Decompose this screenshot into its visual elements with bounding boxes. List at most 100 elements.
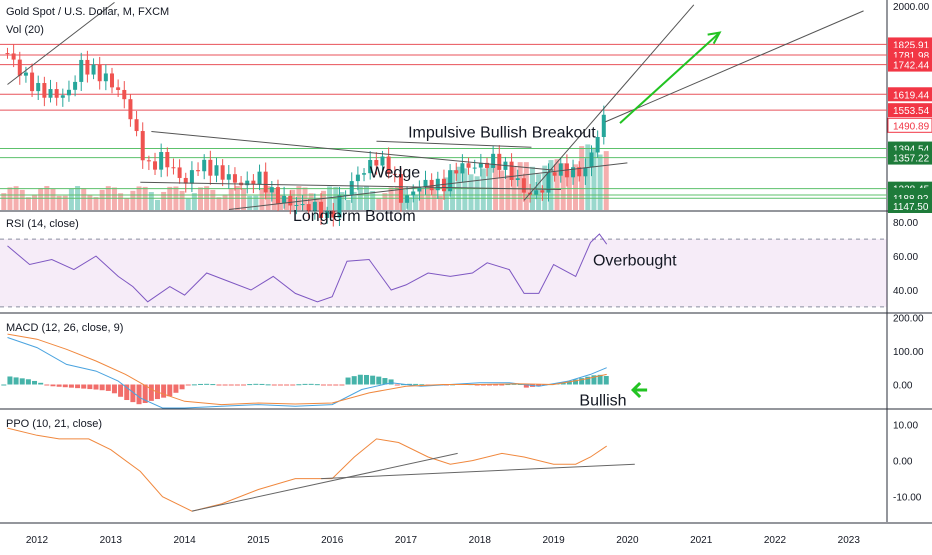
macd-histogram-bar: [585, 376, 591, 385]
volume-bar: [277, 194, 283, 210]
macd-histogram-bar: [185, 384, 191, 386]
candle-body: [466, 163, 471, 168]
candle-body: [232, 174, 237, 183]
volume-bar: [339, 192, 345, 210]
rsi-band: [0, 239, 887, 307]
volume-bar: [480, 168, 486, 210]
volume-bar: [161, 191, 167, 210]
macd-histogram-bar: [93, 384, 99, 390]
candle-body: [571, 167, 576, 178]
macd-histogram-bar: [87, 384, 93, 390]
volume-bar: [241, 188, 247, 210]
candle-body: [435, 178, 440, 191]
trendline-early-upper: [7, 2, 115, 85]
volume-bar: [93, 197, 99, 210]
volume-bar: [284, 197, 290, 210]
volume-bar: [554, 159, 560, 210]
volume-bar: [118, 193, 124, 210]
macd-histogram-bar: [62, 384, 68, 388]
candle-body: [595, 136, 600, 153]
volume-bar: [314, 198, 320, 210]
macd-panel-label: MACD (12, 26, close, 9): [6, 322, 123, 334]
candle-body: [189, 170, 194, 184]
channel-steep-line: [523, 4, 695, 201]
price-label-box-1: [888, 37, 932, 52]
candle-body: [472, 167, 477, 169]
volume-bar: [62, 195, 68, 210]
macd-histogram-bar: [339, 384, 345, 386]
candle-body: [42, 83, 47, 98]
annotation-1: Wedge: [370, 164, 421, 181]
macd-histogram-bar: [118, 384, 124, 397]
candle-body: [251, 180, 256, 185]
candle-body: [484, 162, 489, 168]
wedge-lower-inner-line: [140, 181, 561, 190]
macd-histogram-bar: [591, 375, 597, 385]
rsi-tick-2: 40.00: [893, 286, 918, 297]
price-tick-6: 1490.89: [893, 121, 930, 132]
macd-histogram-bar: [111, 384, 117, 394]
macd-histogram-bar: [333, 384, 339, 386]
candle-body: [116, 87, 121, 90]
volume-bar: [382, 193, 388, 210]
x-tick-1: 2013: [100, 535, 123, 546]
candle-body: [312, 201, 317, 211]
macd-histogram-bar: [290, 384, 296, 386]
volume-bar: [1, 193, 7, 210]
candle-body: [91, 64, 96, 75]
volume-bar: [130, 190, 136, 210]
candle-body: [540, 190, 545, 193]
annotation-2: Longterm Bottom: [293, 208, 416, 225]
macd-histogram-bar: [228, 384, 234, 386]
macd-histogram-bar: [407, 383, 413, 385]
macd-histogram-bar: [7, 376, 13, 385]
volume-bar: [536, 174, 542, 210]
candle-body: [48, 89, 53, 98]
candle-body: [374, 159, 379, 166]
macd-histogram-bar: [247, 384, 253, 386]
ppo-panel-label: PPO (10, 21, close): [6, 418, 102, 430]
macd-histogram-bar: [210, 384, 216, 386]
macd-histogram-bar: [253, 383, 259, 385]
macd-histogram-bar: [136, 384, 142, 405]
volume-bar: [517, 162, 523, 210]
volume-bar: [542, 165, 548, 210]
macd-histogram-bar: [241, 384, 247, 386]
volume-bar: [210, 189, 216, 210]
ppo-line: [7, 427, 607, 512]
volume-bar: [320, 190, 326, 210]
volume-bar: [400, 189, 406, 210]
x-tick-7: 2019: [542, 535, 565, 546]
macd-histogram-bar: [296, 384, 302, 386]
candle-body: [257, 171, 262, 185]
macd-histogram-bar: [284, 384, 290, 386]
volume-bar: [81, 188, 87, 210]
candle-body: [17, 59, 22, 76]
candle-body: [165, 152, 170, 168]
candle-body: [23, 72, 28, 76]
volume-bar: [271, 188, 277, 210]
macd-histogram-bar: [327, 384, 333, 386]
x-tick-11: 2023: [838, 535, 861, 546]
volume-bar: [388, 187, 394, 210]
macd-histogram-bar: [351, 376, 357, 385]
volume-bar: [228, 188, 234, 210]
volume-bar: [32, 194, 38, 210]
volume-bar: [222, 194, 228, 210]
candle-body: [134, 119, 139, 132]
macd-histogram-bar: [265, 384, 271, 386]
macd-histogram-bar: [376, 376, 382, 385]
candle-body: [509, 161, 514, 181]
volume-bar: [99, 189, 105, 210]
macd-histogram-bar: [277, 384, 283, 386]
candle-body: [423, 179, 428, 187]
price-panel-label: Gold Spot / U.S. Dollar, M, FXCM: [6, 6, 169, 18]
volume-bar: [247, 195, 253, 210]
x-tick-6: 2018: [469, 535, 492, 546]
macd-histogram-bar: [130, 384, 136, 403]
candle-body: [460, 163, 465, 174]
volume-bar: [579, 146, 585, 210]
candle-body: [85, 59, 90, 75]
macd-histogram-bar: [394, 384, 400, 386]
macd-histogram-bar: [50, 384, 56, 387]
